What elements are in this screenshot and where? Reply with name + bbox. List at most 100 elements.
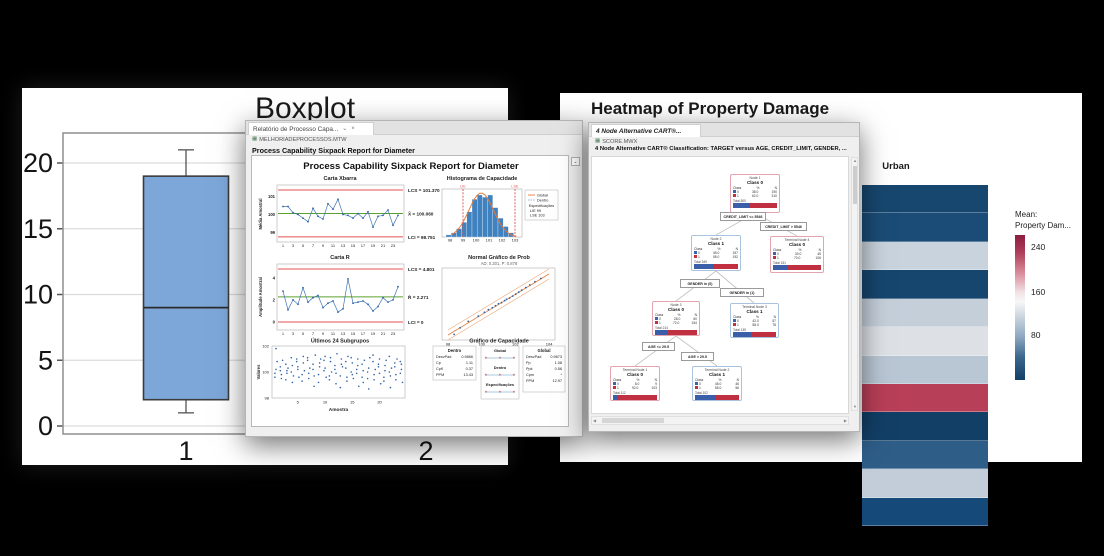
svg-text:Cpm: Cpm bbox=[526, 373, 534, 377]
cart-tab[interactable]: 4 Node Alternative CART®... bbox=[591, 124, 701, 137]
heatmap-cell bbox=[862, 327, 988, 356]
vertical-scrollbar[interactable]: ▲ ▼ bbox=[851, 157, 858, 411]
svg-text:Histograma de Capacidade: Histograma de Capacidade bbox=[447, 176, 518, 182]
tree-node-terminal-4[interactable]: Terminal Node 4 Class 0 Class% N 0 30.0 45 1 70… bbox=[770, 236, 824, 273]
svg-text:19: 19 bbox=[371, 243, 376, 248]
heatmap-grid bbox=[862, 185, 988, 527]
svg-text:99: 99 bbox=[461, 238, 466, 243]
svg-text:5: 5 bbox=[38, 345, 53, 375]
split-label-age-le: AGE <= 29.5 bbox=[642, 342, 675, 351]
svg-text:PPM: PPM bbox=[436, 373, 444, 377]
worksheet-icon: ▦ bbox=[252, 136, 258, 143]
svg-text:+: + bbox=[513, 356, 516, 361]
svg-text:100: 100 bbox=[478, 342, 485, 347]
svg-text:15: 15 bbox=[23, 214, 53, 244]
svg-text:0.9866: 0.9866 bbox=[461, 355, 473, 359]
svg-text:102: 102 bbox=[512, 342, 519, 347]
cart-worksheet-row[interactable]: ▦ SCORE.MWX bbox=[595, 139, 637, 145]
cart-tabbar: 4 Node Alternative CART®... bbox=[589, 123, 859, 137]
svg-text:13.43: 13.43 bbox=[463, 373, 473, 377]
cart-classification-window: 4 Node Alternative CART®... ▦ SCORE.MWX … bbox=[588, 122, 860, 432]
svg-text:+: + bbox=[499, 390, 502, 395]
svg-text:4: 4 bbox=[273, 275, 276, 280]
svg-text:LIE: LIE bbox=[460, 185, 466, 189]
tree-node-3[interactable]: Node 3 Class 0 Class% N 0 28.0 60 1 72.0 154 Tota… bbox=[652, 301, 700, 336]
tree-node-terminal-1[interactable]: Terminal Node 1 Class 0 Class% N 0 8.0 9 1 92.0… bbox=[610, 366, 660, 401]
svg-text:Amplitude Amostral: Amplitude Amostral bbox=[258, 277, 263, 317]
svg-text:PPM: PPM bbox=[526, 379, 534, 383]
svg-text:Carta Xbarra: Carta Xbarra bbox=[323, 176, 357, 182]
legend-tick-label: 240 bbox=[1031, 241, 1046, 252]
horizontal-scrollbar[interactable]: ◀ ▶ bbox=[591, 416, 849, 425]
worksheet-name: MELHORIADEPROCESSOS.MTW bbox=[259, 137, 347, 143]
legend-tick-label: 160 bbox=[1031, 286, 1046, 297]
tree-node-terminal-3[interactable]: Terminal Node 3 Class 1 Class% N 0 42.0 57 1 58… bbox=[730, 303, 779, 338]
vertical-scroll-thumb[interactable] bbox=[853, 166, 857, 204]
worksheet-row[interactable]: ▦ MELHORIADEPROCESSOS.MTW bbox=[252, 137, 347, 143]
svg-text:19: 19 bbox=[371, 331, 376, 336]
heatmap-cell bbox=[862, 270, 988, 299]
horizontal-scroll-thumb[interactable] bbox=[602, 418, 664, 423]
close-icon[interactable]: × bbox=[351, 126, 355, 132]
svg-text:99: 99 bbox=[270, 230, 275, 235]
scroll-right-icon[interactable]: ▶ bbox=[843, 418, 847, 423]
svg-text:15: 15 bbox=[351, 243, 356, 248]
svg-text:0.56: 0.56 bbox=[555, 367, 562, 371]
tree-node-2[interactable]: Node 2 Class 1 Class% N 0 45.0 157 1 55.0 192 Tot… bbox=[691, 235, 741, 271]
graph-options-dropdown[interactable]: ⌄ bbox=[571, 157, 580, 166]
svg-text:21: 21 bbox=[381, 331, 386, 336]
svg-text:Dentro: Dentro bbox=[494, 365, 507, 370]
svg-text:1.11: 1.11 bbox=[466, 361, 473, 365]
svg-text:R̄ = 2.271: R̄ = 2.271 bbox=[408, 294, 429, 300]
cart-output-heading: 4 Node Alternative CART® Classification:… bbox=[595, 146, 847, 152]
heatmap-cell bbox=[862, 383, 988, 413]
svg-text:104: 104 bbox=[546, 342, 553, 347]
minitab-output-heading: Process Capability Sixpack Report for Di… bbox=[252, 146, 415, 155]
cart-tab-label: 4 Node Alternative CART®... bbox=[596, 127, 682, 135]
split-label-gender-0: GENDER in (0) bbox=[680, 279, 720, 288]
svg-text:Dentro: Dentro bbox=[448, 348, 462, 353]
heatmap-legend-gradient bbox=[1015, 235, 1025, 380]
svg-text:DesvPad: DesvPad bbox=[526, 355, 541, 359]
svg-text:LCS = 101.370: LCS = 101.370 bbox=[408, 188, 440, 193]
svg-text:Especificações: Especificações bbox=[486, 382, 514, 387]
svg-text:CpK: CpK bbox=[436, 367, 444, 371]
svg-text:3: 3 bbox=[292, 331, 295, 336]
minitab-tab[interactable]: Relatório de Processo Capa... ⌄ × bbox=[248, 122, 374, 135]
tree-node-1[interactable]: Node 1 Class 0 Class% N 0 38.0 190 1 62.0 310 Tot… bbox=[730, 174, 780, 213]
svg-text:LCI = 0: LCI = 0 bbox=[408, 320, 424, 325]
scroll-down-icon[interactable]: ▼ bbox=[853, 404, 857, 409]
svg-text:7: 7 bbox=[312, 331, 315, 336]
svg-text:LCI = 98.751: LCI = 98.751 bbox=[408, 235, 436, 240]
svg-text:5: 5 bbox=[302, 243, 305, 248]
svg-text:20: 20 bbox=[377, 400, 382, 405]
svg-text:Global: Global bbox=[537, 348, 550, 353]
split-label-credit-gt: CREDIT_LIMIT > 5546 bbox=[760, 222, 807, 231]
svg-text:*: * bbox=[561, 373, 563, 377]
svg-text:+: + bbox=[513, 390, 516, 395]
svg-text:102: 102 bbox=[499, 238, 506, 243]
svg-text:17: 17 bbox=[361, 331, 366, 336]
collapse-icon[interactable]: ⌄ bbox=[342, 126, 348, 132]
svg-text:Pp: Pp bbox=[526, 361, 531, 365]
legend-tick-label: 80 bbox=[1031, 330, 1041, 341]
split-label-credit-le: CREDIT_LIMIT <= 5546 bbox=[720, 212, 766, 221]
tree-node-terminal-2[interactable]: Terminal Node 2 Class 1 Class% N 0 45.0 46 1 55… bbox=[692, 366, 742, 401]
svg-text:15: 15 bbox=[350, 400, 355, 405]
svg-text:10: 10 bbox=[23, 280, 53, 310]
svg-text:100: 100 bbox=[262, 370, 269, 375]
heatmap-cell bbox=[862, 355, 988, 384]
sixpack-graph[interactable]: Process Capability Sixpack Report for Di… bbox=[251, 155, 569, 427]
svg-text:98: 98 bbox=[448, 238, 453, 243]
svg-text:3: 3 bbox=[292, 243, 295, 248]
svg-text:20: 20 bbox=[23, 148, 53, 178]
svg-text:0.9873: 0.9873 bbox=[550, 355, 562, 359]
svg-text:Gráfico de Capacidade: Gráfico de Capacidade bbox=[469, 339, 529, 345]
heatmap-cell bbox=[862, 412, 988, 441]
boxplot-title: Boxplot bbox=[254, 92, 356, 125]
scroll-up-icon[interactable]: ▲ bbox=[853, 158, 857, 163]
scroll-left-icon[interactable]: ◀ bbox=[593, 418, 597, 423]
svg-text:LCS = 4.801: LCS = 4.801 bbox=[408, 267, 435, 272]
cart-tree-canvas[interactable]: Node 1 Class 0 Class% N 0 38.0 190 1 62.0 310 Tot… bbox=[591, 156, 849, 414]
